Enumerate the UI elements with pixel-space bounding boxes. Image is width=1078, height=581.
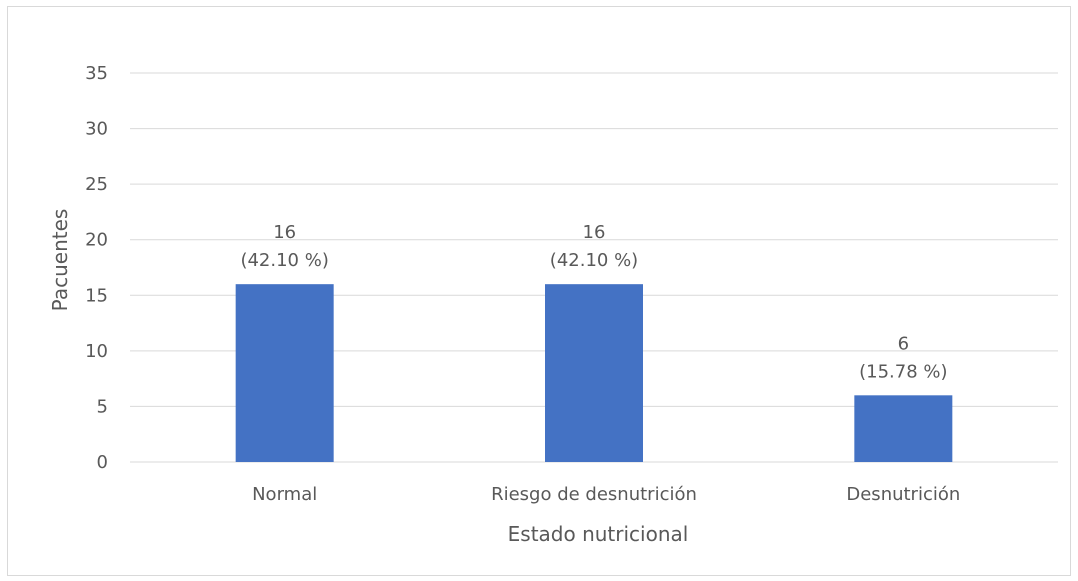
bars bbox=[235, 284, 953, 462]
x-tick-label: Desnutrición bbox=[846, 484, 960, 505]
y-tick-label: 15 bbox=[85, 285, 108, 306]
x-axis-title: Estado nutricional bbox=[508, 522, 689, 546]
bar-chart: 0 5 10 15 20 25 30 35 16 (42.10 %) 16 (42.10 %) 6 (1… bbox=[48, 63, 1058, 546]
data-label-percent: (15.78 %) bbox=[859, 361, 947, 382]
bar-desnutrición bbox=[854, 395, 953, 462]
chart-frame: 0 5 10 15 20 25 30 35 16 (42.10 %) 16 (42.10 %) 6 (1… bbox=[7, 6, 1071, 576]
x-tick-label: Riesgo de desnutrición bbox=[491, 484, 697, 505]
data-label-value: 16 bbox=[583, 222, 606, 243]
data-label-percent: (42.10 %) bbox=[240, 250, 328, 271]
x-axis-ticks: Normal Riesgo de desnutrición Desnutrición bbox=[252, 484, 960, 505]
y-tick-label: 5 bbox=[97, 396, 108, 417]
y-tick-label: 0 bbox=[97, 452, 108, 473]
y-tick-label: 10 bbox=[85, 341, 108, 362]
data-label-value: 16 bbox=[273, 222, 296, 243]
data-label-value: 6 bbox=[898, 333, 909, 354]
data-label-percent: (42.10 %) bbox=[550, 250, 638, 271]
y-axis-ticks: 0 5 10 15 20 25 30 35 bbox=[85, 63, 108, 473]
bar-normal bbox=[235, 284, 334, 462]
y-tick-label: 25 bbox=[85, 174, 108, 195]
bar-riesgo-de-desnutrición bbox=[545, 284, 643, 462]
y-tick-label: 30 bbox=[85, 119, 108, 140]
y-tick-label: 35 bbox=[85, 63, 108, 84]
y-axis-title: Pacuentes bbox=[48, 209, 72, 312]
y-tick-label: 20 bbox=[85, 230, 108, 251]
x-tick-label: Normal bbox=[252, 484, 317, 505]
data-labels: 16 (42.10 %) 16 (42.10 %) 6 (15.78 %) bbox=[240, 222, 947, 382]
